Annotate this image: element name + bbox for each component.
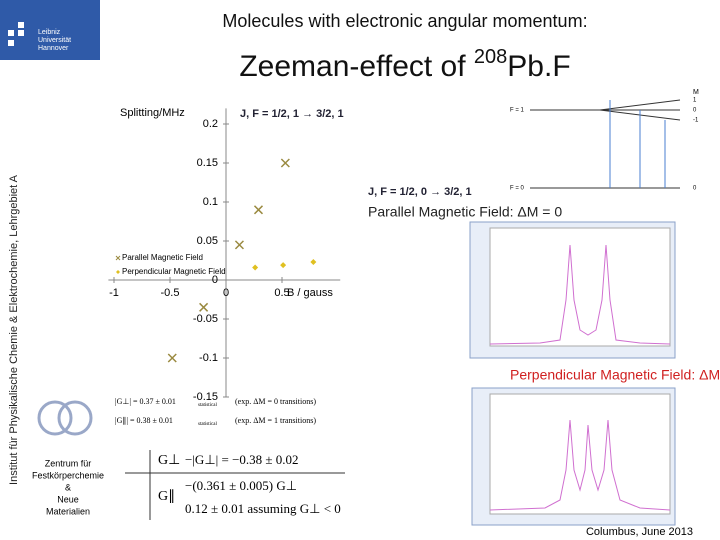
legend-marker — [116, 270, 120, 274]
spectrum-plot — [489, 393, 671, 515]
table-rules — [125, 450, 345, 520]
spectrum-plot — [489, 227, 671, 347]
zfm-line: Neue — [57, 494, 79, 504]
x-tick-label: -1 — [109, 287, 119, 299]
table-cell: −|G⊥| = −0.38 ± 0.02 — [185, 452, 299, 467]
level-label: F = 1 — [510, 108, 525, 114]
molecule: Pb.F — [507, 50, 570, 83]
y-tick-label: 0.15 — [197, 157, 218, 169]
logo-line: Universität — [38, 37, 71, 44]
y-tick-label: -0.05 — [193, 313, 218, 325]
x-tick-label: 0.5 — [274, 287, 289, 299]
level-label: F = 0 — [510, 186, 525, 192]
zfm-line: Festkörperchemie — [32, 470, 104, 480]
logo-line: Leibniz — [38, 29, 61, 36]
y-tick-label: 0 — [212, 274, 218, 286]
parallel-label: Parallel Magnetic Field: ΔM = 0 — [368, 204, 562, 220]
m-value: 0 — [693, 186, 697, 192]
formula: |G∥| = 0.38 ± 0.01 — [115, 416, 173, 425]
m-value: 1 — [693, 98, 697, 104]
sidebar-text: Institut für Physikalische Chemie & Elek… — [8, 174, 20, 485]
data-point — [234, 240, 244, 250]
m-header: M — [693, 89, 699, 96]
logo-mark — [8, 22, 24, 46]
zfm-line: Materialien — [46, 506, 90, 516]
legend-label: Perpendicular Magnetic Field — [122, 267, 226, 276]
formula-note: (exp. ΔM = 1 transitions) — [235, 416, 316, 425]
formula: |G⊥| = 0.37 ± 0.01 — [115, 397, 176, 406]
legend-marker — [115, 255, 121, 261]
formula-note: (exp. ΔM = 0 transitions) — [235, 397, 316, 406]
y-tick-label: 0.1 — [203, 196, 218, 208]
data-point — [253, 205, 264, 215]
y-tick-label: 0.05 — [197, 235, 218, 247]
x-tick-label: -0.5 — [161, 287, 180, 299]
subtitle: Zeeman-effect of 208Pb.F — [239, 46, 570, 83]
data-point — [310, 259, 317, 266]
data-point — [252, 264, 259, 271]
spectrum-line — [489, 419, 671, 511]
footer: Columbus, June 2013 — [586, 526, 693, 538]
logo-line: Hannover — [38, 45, 69, 52]
data-point — [167, 353, 177, 363]
table-cell: 0.12 ± 0.01 assuming G⊥ < 0 — [185, 501, 341, 516]
chart: -1 -0.5 0 0.5 0.2 0.15 0.1 0.05 0 -0.05 -0.1 -0.15 S… — [108, 107, 472, 403]
data-point — [280, 262, 287, 269]
data-point — [199, 302, 209, 312]
annotation: J, F = 1/2, 1 → 3/2, 1 — [240, 108, 344, 120]
table-label: G⊥ — [158, 453, 180, 468]
table-label: G∥ — [158, 489, 175, 504]
y-tick-label: 0.2 — [203, 118, 218, 130]
y-tick-label: -0.1 — [199, 352, 218, 364]
isotope: 208 — [474, 46, 507, 68]
perpendicular-label: Perpendicular Magnetic Field: ΔM = ± 1 — [510, 367, 720, 383]
data-point — [280, 158, 290, 168]
annotation: J, F = 1/2, 0 → 3/2, 1 — [368, 186, 472, 198]
title: Molecules with electronic angular moment… — [222, 11, 587, 31]
logo-box — [0, 0, 100, 60]
y-tick-label: -0.15 — [193, 391, 218, 403]
formula-box — [112, 392, 357, 432]
table-cell: −(0.361 ± 0.005) G⊥ — [185, 478, 297, 493]
zfm-line: Zentrum für — [45, 458, 92, 468]
formula-sub: statistical — [198, 403, 217, 408]
spectrum-line — [489, 244, 671, 345]
legend-label: Parallel Magnetic Field — [122, 253, 203, 262]
zfm-logo — [37, 400, 93, 436]
m-value: -1 — [693, 118, 699, 124]
x-axis-label: B / gauss — [287, 287, 333, 299]
level-diagram — [530, 99, 681, 189]
y-axis-label: Splitting/MHz — [120, 107, 185, 119]
x-tick-label: 0 — [223, 287, 229, 299]
formula-sub: statistical — [198, 422, 217, 427]
m-value: 0 — [693, 108, 697, 114]
zfm-line: & — [65, 482, 71, 492]
subtitle-text: Zeeman-effect of — [239, 50, 466, 83]
